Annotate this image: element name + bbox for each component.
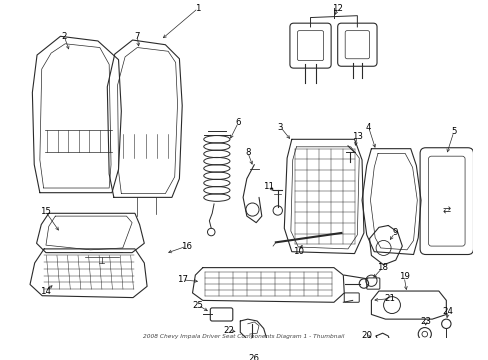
Text: 14: 14 <box>40 287 51 296</box>
Text: 9: 9 <box>391 229 397 238</box>
Text: 22: 22 <box>223 326 234 335</box>
Text: 19: 19 <box>398 273 409 282</box>
Text: 6: 6 <box>235 118 241 127</box>
Text: 3: 3 <box>277 123 283 132</box>
Text: 13: 13 <box>351 132 362 141</box>
Text: 25: 25 <box>192 301 203 310</box>
Text: 23: 23 <box>419 316 430 325</box>
Text: 24: 24 <box>442 307 453 316</box>
Text: 16: 16 <box>181 242 192 251</box>
Text: 20: 20 <box>361 332 371 341</box>
Text: 1: 1 <box>195 4 201 13</box>
Text: 11: 11 <box>263 182 273 191</box>
Text: 12: 12 <box>331 4 343 13</box>
Text: 26: 26 <box>248 354 259 360</box>
Text: 4: 4 <box>365 123 370 132</box>
Text: 7: 7 <box>134 32 140 41</box>
Text: 17: 17 <box>176 275 187 284</box>
Text: 2008 Chevy Impala Driver Seat Components Diagram 1 - Thumbnail: 2008 Chevy Impala Driver Seat Components… <box>143 334 344 339</box>
Text: 21: 21 <box>384 294 395 303</box>
Text: 2: 2 <box>61 32 67 41</box>
Text: 8: 8 <box>244 148 250 157</box>
Text: 5: 5 <box>450 127 456 136</box>
Text: 15: 15 <box>40 207 51 216</box>
Text: 18: 18 <box>376 263 387 272</box>
Text: ⇄: ⇄ <box>441 206 449 216</box>
Text: 10: 10 <box>292 247 303 256</box>
